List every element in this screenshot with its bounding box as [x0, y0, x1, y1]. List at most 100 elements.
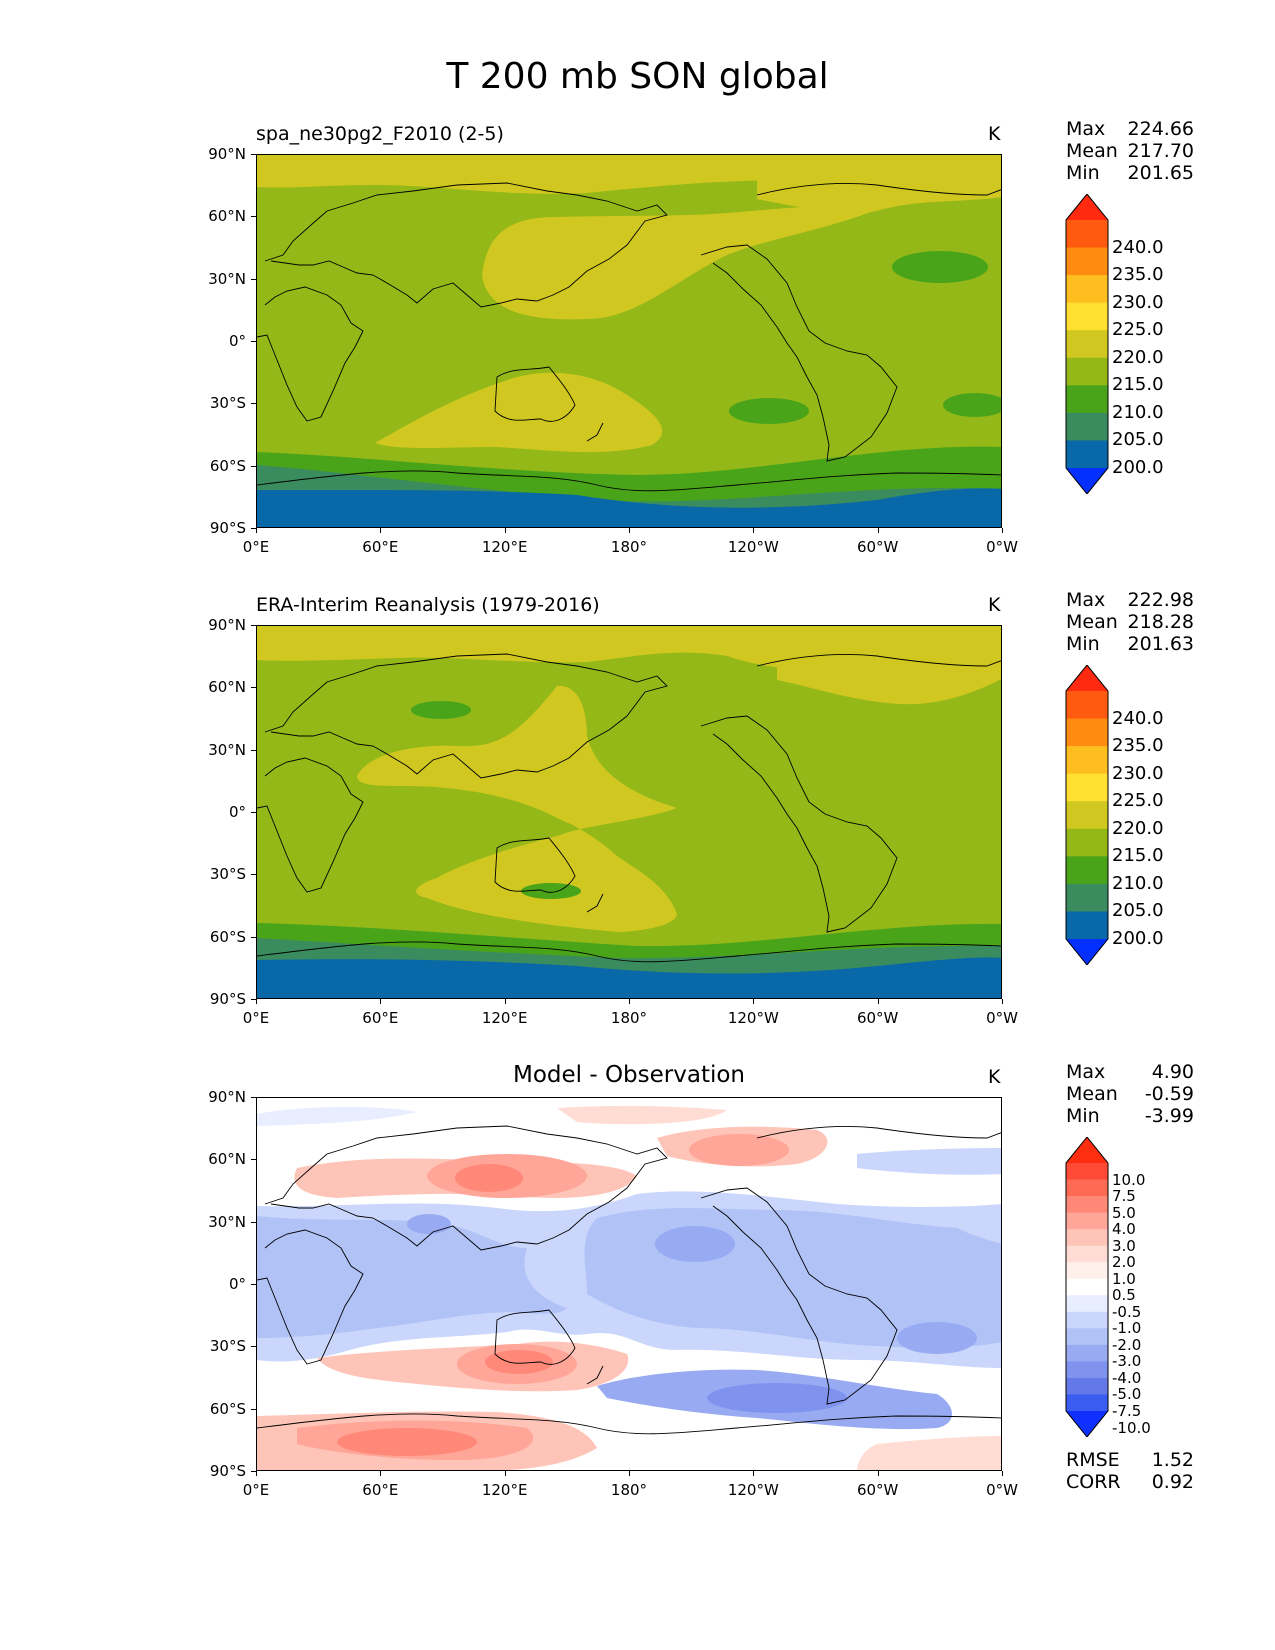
lon-tick-label: 0°W [986, 1009, 1018, 1027]
lon-tick-mark [1002, 1471, 1003, 1476]
stat-row-corr: CORR 0.92 [1066, 1471, 1194, 1493]
stat-row-max: Max 4.90 [1066, 1061, 1194, 1083]
colorbar-segment [1066, 1377, 1108, 1395]
lon-tick-mark [877, 528, 879, 533]
stat-value: 224.66 [1127, 118, 1194, 140]
lon-tick-label: 0°E [242, 538, 270, 556]
lat-tick-label: 0° [228, 1275, 246, 1293]
lat-tick-mark [251, 999, 256, 1000]
lat-tick-mark [251, 403, 256, 405]
colorbar-extend-bottom [1066, 939, 1108, 965]
colorbar-segment [1066, 856, 1108, 885]
lon-tick-mark [629, 1471, 630, 1476]
lon-tick-label: 120°E [481, 538, 528, 556]
lon-tick-mark [629, 528, 630, 533]
lat-tick-label: 90°S [209, 990, 246, 1008]
colorbar-tick-label: 200.0 [1112, 457, 1164, 478]
lat-tick-mark [251, 687, 256, 689]
units-label-diff: K [988, 1066, 1001, 1088]
colorbar-tick-label: 3.0 [1112, 1236, 1136, 1255]
stat-row-min: Min -3.99 [1066, 1105, 1194, 1127]
stat-row-mean: Mean 217.70 [1066, 140, 1194, 162]
colorbar-segment [1066, 1394, 1108, 1412]
lat-tick-label: 30°N [208, 740, 246, 759]
lat-tick-label: 60°N [208, 207, 246, 226]
colorbar-tick-label: -1.0 [1112, 1319, 1142, 1338]
colorbar-tick-label: -0.5 [1112, 1302, 1142, 1321]
lon-tick-mark [256, 1471, 257, 1476]
stat-label: Max [1066, 589, 1106, 611]
lon-tick-label: 60°W [856, 538, 899, 556]
units-label-obs: K [988, 594, 1001, 616]
colorbar-segment [1066, 1311, 1108, 1329]
colorbar-tick-label: 5.0 [1112, 1203, 1136, 1222]
lat-tick-mark [251, 1408, 256, 1410]
lon-tick-label: 180° [610, 1481, 648, 1499]
panel-title-obs: ERA-Interim Reanalysis (1979-2016) [256, 594, 600, 616]
stat-value: 1.52 [1151, 1449, 1194, 1471]
lon-tick-mark [504, 528, 506, 533]
units-label-model: K [988, 123, 1001, 145]
colorbar-tick-label: 200.0 [1112, 928, 1164, 949]
colorbar-outline [1065, 194, 1109, 494]
stats-model: Max 224.66 Mean 217.70 Min 201.65 [1066, 118, 1194, 184]
colorbar-segment [1066, 1163, 1108, 1181]
stat-row-max: Max 224.66 [1066, 118, 1194, 140]
lon-tick-label: 120°E [481, 1009, 528, 1027]
stat-label: RMSE [1066, 1449, 1120, 1471]
lat-tick-mark [251, 812, 256, 813]
stat-label: Min [1066, 633, 1100, 655]
colorbar-segment [1066, 773, 1108, 802]
lon-tick-mark [256, 528, 257, 533]
lon-tick-label: 120°W [727, 1481, 779, 1499]
stat-value: 0.92 [1151, 1471, 1194, 1493]
stat-row-rmse: RMSE 1.52 [1066, 1449, 1194, 1471]
colorbar-segment [1066, 1295, 1108, 1313]
lon-tick-label: 60°W [856, 1481, 899, 1499]
colorbar-segment [1066, 385, 1108, 414]
lat-tick-label: 90°N [208, 145, 246, 163]
colorbar-segment [1066, 718, 1108, 747]
lat-tick-label: 0° [228, 803, 246, 821]
colorbar-tick-label: 210.0 [1112, 401, 1164, 423]
lat-tick-mark [251, 749, 256, 751]
stat-value: -0.59 [1144, 1083, 1194, 1105]
colorbar-tick-label: -10.0 [1112, 1418, 1151, 1437]
map-model [256, 154, 1002, 528]
lon-tick-label: 0°W [986, 538, 1018, 556]
lat-tick-label: 60°S [209, 1399, 246, 1418]
colorbar-extend-bottom [1066, 468, 1108, 494]
lat-tick-label: 30°N [208, 269, 246, 288]
colorbar-tick-label: 0.5 [1112, 1286, 1136, 1305]
lat-tick-mark [251, 1346, 256, 1348]
colorbar-tick-label: 1.0 [1112, 1269, 1136, 1288]
stat-value: 201.65 [1127, 162, 1194, 184]
map-obs [256, 625, 1002, 999]
stat-label: CORR [1066, 1471, 1121, 1493]
colorbar-segment [1066, 275, 1108, 304]
colorbar-segment [1066, 1328, 1108, 1346]
stat-value: 222.98 [1127, 589, 1194, 611]
colorbar-extend-top [1066, 665, 1108, 691]
colorbar-tick-label: 2.0 [1112, 1253, 1136, 1272]
colorbar-outline [1065, 665, 1109, 965]
lon-tick-label: 60°E [362, 1481, 399, 1499]
stat-label: Min [1066, 1105, 1100, 1127]
panel-title-model: spa_ne30pg2_F2010 (2-5) [256, 123, 504, 145]
colorbar-segment [1066, 1245, 1108, 1263]
lon-tick-mark [877, 1471, 879, 1476]
colorbar-tick-label: 215.0 [1112, 374, 1164, 396]
colorbar-tick-label: 235.0 [1112, 264, 1164, 286]
lon-tick-mark [380, 528, 382, 533]
colorbar-tick-label: -2.0 [1112, 1335, 1142, 1354]
lon-tick-mark [256, 999, 257, 1004]
lon-tick-label: 60°W [856, 1009, 899, 1027]
colorbar-segment [1066, 1179, 1108, 1197]
lat-tick-label: 30°S [209, 1337, 246, 1356]
lat-tick-label: 60°S [209, 456, 246, 475]
lat-tick-mark [251, 216, 256, 218]
colorbar-tick-label: -5.0 [1112, 1385, 1142, 1404]
colorbar-tick-label: 4.0 [1112, 1220, 1136, 1239]
colorbar-segment [1066, 1344, 1108, 1362]
lon-tick-mark [629, 999, 630, 1004]
